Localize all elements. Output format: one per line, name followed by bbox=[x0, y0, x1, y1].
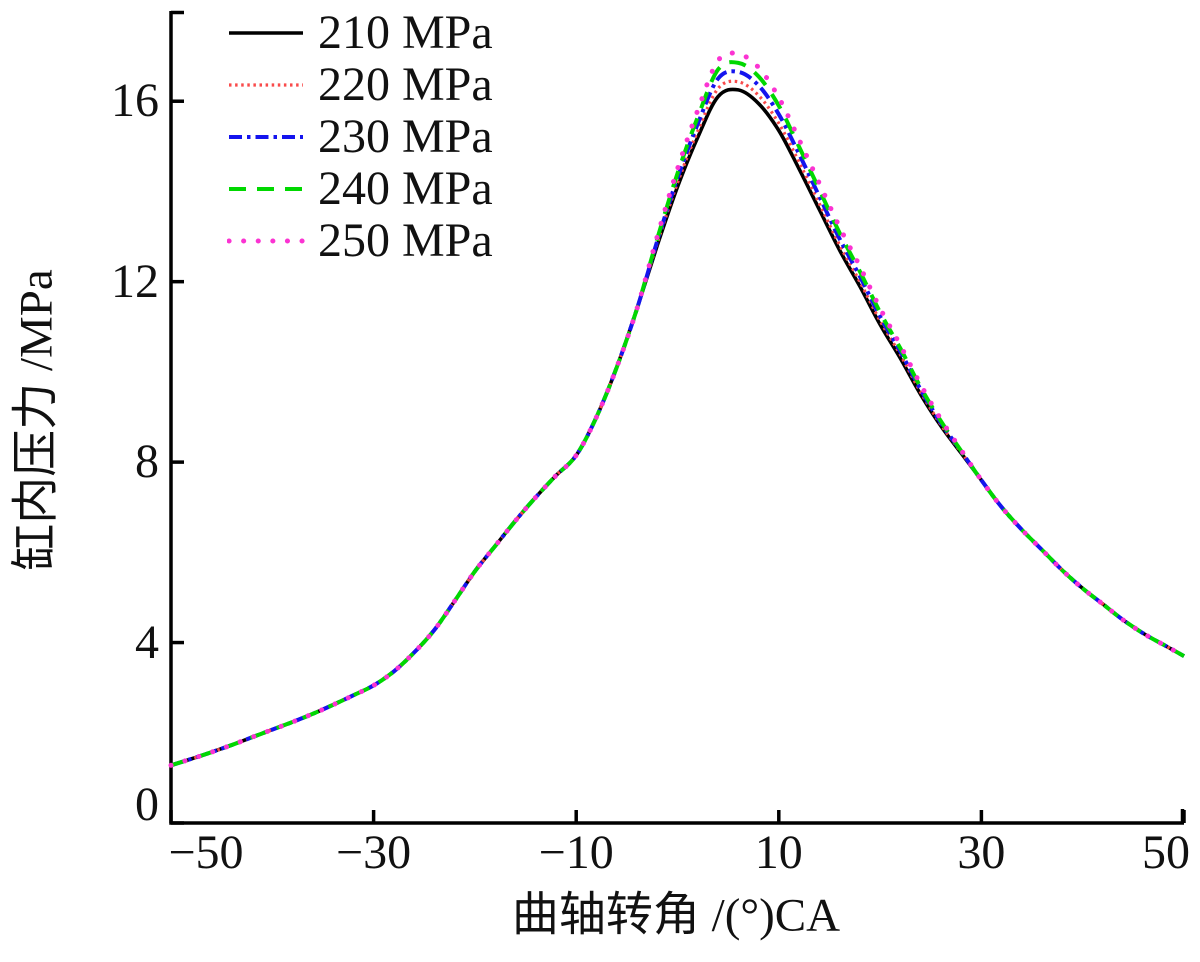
legend-item: 230 MPa bbox=[227, 111, 493, 163]
pressure-curve-250-mpa bbox=[168, 50, 1187, 768]
legend: 210 MPa 220 MPa 230 MPa 240 MPa 250 MPa bbox=[227, 7, 493, 267]
legend-label: 210 MPa bbox=[318, 6, 493, 59]
pressure-curve-220-mpa bbox=[170, 79, 1185, 767]
legend-swatch-220-dotted-line bbox=[229, 83, 303, 87]
legend-swatch-210-solid-line bbox=[229, 31, 303, 35]
legend-item: 250 MPa bbox=[227, 215, 493, 267]
y-tick-label: 4 bbox=[135, 615, 159, 669]
x-tick-label: −30 bbox=[336, 826, 412, 879]
x-tick-label: 30 bbox=[957, 826, 1006, 879]
y-tick-label: 0 bbox=[135, 778, 159, 831]
y-tick-label: 12 bbox=[111, 254, 159, 308]
legend-swatch-230-dashdot-line bbox=[229, 135, 303, 139]
legend-item: 210 MPa bbox=[227, 7, 493, 59]
legend-label: 240 MPa bbox=[318, 162, 493, 215]
legend-label: 250 MPa bbox=[318, 214, 493, 267]
x-axis-title: 曲轴转角 /(°)CA bbox=[511, 889, 841, 942]
legend-swatch-240-dashed-line bbox=[229, 187, 303, 191]
legend-item: 220 MPa bbox=[227, 59, 493, 111]
y-tick-label: 8 bbox=[135, 435, 159, 489]
y-tick-label: 16 bbox=[111, 74, 159, 128]
legend-label: 220 MPa bbox=[318, 58, 493, 111]
x-tick-label: −10 bbox=[538, 826, 614, 879]
y-axis-title: 缸内压力 /MPa bbox=[10, 269, 63, 571]
legend-item: 240 MPa bbox=[227, 163, 493, 215]
x-tick-label: −50 bbox=[168, 826, 244, 879]
pressure-curve-240-mpa bbox=[170, 60, 1185, 768]
x-tick-label: 50 bbox=[1142, 826, 1190, 879]
legend-label: 230 MPa bbox=[318, 110, 493, 163]
legend-swatch-250-round-dotted-line bbox=[227, 238, 305, 244]
x-tick-label: 10 bbox=[754, 826, 803, 879]
